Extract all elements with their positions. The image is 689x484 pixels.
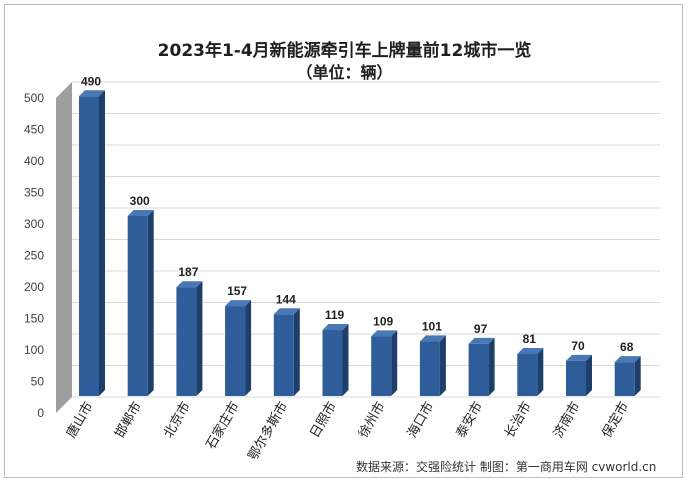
chart-subtitle: （单位：辆） (296, 63, 393, 82)
bar: 109 徐州市 (355, 314, 398, 441)
bar-side (537, 347, 544, 396)
bar: 119 日照市 (307, 308, 349, 441)
data-label: 119 (325, 308, 345, 322)
x-tick-label: 唐山市 (63, 399, 96, 441)
bar-top (419, 335, 446, 342)
y-tick-label: 0 (37, 406, 44, 420)
bar-front (517, 353, 538, 396)
bar-top (176, 281, 203, 288)
bar: 97 泰安市 (453, 322, 495, 441)
y-tick-label: 250 (24, 249, 44, 263)
y-tick-label: 300 (24, 217, 44, 231)
bar-top (371, 330, 398, 337)
data-label: 300 (130, 194, 150, 208)
bar-side (439, 335, 446, 396)
bar-front (468, 343, 489, 396)
y-axis: 0 50 100 150 200 250 300 350 400 450 500 (24, 91, 44, 420)
bar-front (419, 341, 440, 396)
x-tick-label: 济南市 (550, 399, 583, 441)
x-tick-label: 鄂尔多斯市 (245, 399, 291, 463)
bar: 157 石家庄市 (203, 284, 252, 452)
data-label: 109 (373, 314, 393, 328)
bar-top (614, 356, 641, 363)
bar-top (127, 210, 154, 216)
bar-front (371, 336, 392, 396)
side-wall (56, 82, 72, 413)
x-tick-label: 徐州市 (355, 399, 388, 441)
bar-front (322, 330, 343, 396)
data-label: 101 (422, 319, 442, 333)
chart-title: 2023年1-4月新能源牵引车上牌量前12城市一览 (157, 41, 532, 61)
x-tick-label: 石家庄市 (203, 399, 243, 452)
bar: 144 鄂尔多斯市 (245, 292, 300, 463)
y-tick-label: 150 (24, 312, 44, 326)
bar-top (79, 90, 105, 97)
y-tick-label: 200 (24, 280, 44, 294)
x-tick-label: 邯郸市 (112, 399, 145, 441)
y-tick-label: 50 (31, 375, 45, 389)
bar-front (127, 216, 148, 396)
bar-front (225, 306, 246, 396)
data-label: 81 (523, 332, 537, 346)
source-note: 数据来源：交强险统计 制图：第一商用车网 cvworld.cn (356, 460, 657, 474)
bar: 81 长治市 (501, 332, 544, 441)
y-tick-label: 400 (24, 154, 44, 168)
bar-side (293, 308, 300, 396)
x-tick-label: 保定市 (599, 399, 632, 441)
x-tick-label: 泰安市 (453, 399, 486, 441)
bar-side (245, 300, 252, 396)
bar-side (391, 330, 398, 396)
x-tick-label: 长治市 (501, 399, 534, 441)
bar-top (566, 354, 592, 361)
data-label: 144 (276, 292, 296, 306)
bar-top (517, 347, 544, 354)
bar-side (488, 337, 495, 396)
bar-top (273, 308, 300, 315)
y-tick-label: 100 (24, 343, 44, 357)
bar-side (634, 356, 641, 396)
bar: 300 邯郸市 (112, 194, 154, 441)
bar-side (342, 324, 349, 396)
x-tick-label: 海口市 (404, 399, 437, 441)
chart-frame (4, 4, 683, 478)
bar: 68 保定市 (599, 340, 641, 441)
data-label: 157 (227, 284, 247, 298)
bar: 101 海口市 (404, 319, 446, 441)
y-tick-label: 450 (24, 123, 44, 137)
x-tick-label: 北京市 (160, 399, 193, 441)
gridlines (72, 81, 660, 398)
data-label: 187 (178, 265, 198, 279)
y-tick-label: 500 (24, 91, 44, 105)
data-label: 97 (474, 322, 488, 336)
bar: 187 北京市 (160, 265, 203, 441)
data-label: 68 (620, 340, 634, 354)
bar-side (99, 90, 105, 397)
bars: 490唐山市300邯郸市187北京市157石家庄市144鄂尔多斯市119日照市1… (63, 74, 641, 463)
bar: 70 济南市 (550, 339, 592, 441)
bar-top (322, 324, 349, 331)
bar-top (225, 300, 252, 307)
bar-front (614, 362, 635, 396)
bar-side (586, 354, 592, 396)
bar-front (176, 287, 197, 396)
bar-side (147, 210, 154, 396)
bar: 490 唐山市 (63, 74, 105, 441)
bar-front (273, 314, 294, 396)
bar-front (79, 96, 99, 397)
bar-side (196, 281, 203, 396)
data-label: 70 (571, 339, 585, 353)
bar-front (566, 360, 586, 396)
bar-top (468, 337, 495, 344)
y-tick-label: 350 (24, 186, 44, 200)
data-label: 490 (81, 74, 101, 88)
x-tick-label: 日照市 (307, 399, 340, 441)
